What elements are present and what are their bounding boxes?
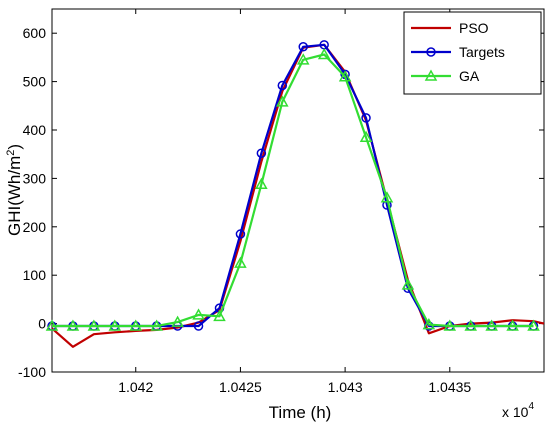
data-point-ga bbox=[464, 319, 477, 331]
axis-ticks bbox=[52, 9, 544, 373]
x-multiplier-base: x 10 bbox=[502, 404, 529, 420]
data-point-targets bbox=[193, 321, 204, 331]
x-tick-label: 1.0425 bbox=[219, 379, 262, 395]
data-point-ga bbox=[359, 130, 373, 143]
legend-entries: PSO Targets GA bbox=[411, 20, 505, 84]
y-tick-label: 400 bbox=[23, 122, 47, 138]
data-point-ga bbox=[213, 309, 226, 322]
data-point-ga bbox=[401, 278, 415, 290]
y-axis-label: GHI(Wh/m2) bbox=[5, 144, 24, 236]
y-axis-label-main: GHI(Wh/m bbox=[5, 156, 24, 236]
data-point-targets bbox=[361, 113, 371, 123]
legend-marker-targets bbox=[426, 47, 436, 57]
data-point-ga bbox=[87, 319, 101, 331]
data-point-ga bbox=[255, 177, 268, 189]
legend-label-targets: Targets bbox=[459, 44, 505, 60]
y-tick-label: 300 bbox=[23, 170, 47, 186]
data-point-ga bbox=[506, 319, 519, 331]
y-axis-label-superscript: 2 bbox=[5, 150, 17, 156]
y-axis-label-close: ) bbox=[5, 144, 24, 150]
data-point-ga bbox=[422, 318, 436, 330]
data-point-ga bbox=[296, 53, 310, 65]
data-point-ga bbox=[129, 319, 143, 331]
data-point-ga bbox=[276, 95, 289, 107]
x-tick-label: 1.043 bbox=[328, 379, 363, 395]
tick-labels: 1.042 1.0425 1.043 1.0435 -100 0 100 200 300 400 5… bbox=[18, 25, 471, 395]
series-group bbox=[45, 40, 545, 348]
data-point-ga bbox=[527, 319, 540, 331]
x-multiplier: x 104 bbox=[502, 401, 534, 420]
data-point-ga bbox=[150, 319, 163, 331]
y-tick-label: 100 bbox=[23, 267, 47, 283]
x-multiplier-exponent: 4 bbox=[528, 401, 534, 412]
data-point-ga bbox=[338, 70, 352, 82]
data-point-ga bbox=[317, 47, 331, 60]
data-point-targets bbox=[277, 80, 288, 91]
data-point-ga bbox=[485, 319, 498, 331]
data-point-ga bbox=[380, 191, 394, 203]
legend: PSO Targets GA bbox=[403, 11, 542, 95]
legend-marker-ga bbox=[424, 69, 438, 81]
legend-entry-targets: Targets bbox=[411, 44, 505, 60]
data-point-ga bbox=[45, 319, 59, 331]
data-point-targets bbox=[256, 148, 267, 158]
x-tick-label: 1.042 bbox=[118, 379, 153, 395]
legend-entry-ga: GA bbox=[411, 68, 480, 84]
x-axis-label: Time (h) bbox=[269, 403, 332, 422]
data-point-ga bbox=[443, 319, 457, 331]
data-point-targets bbox=[235, 229, 246, 239]
data-point-targets bbox=[298, 42, 308, 52]
y-tick-label: 200 bbox=[23, 219, 47, 235]
legend-entry-pso: PSO bbox=[411, 20, 489, 36]
y-tick-label: -100 bbox=[18, 364, 46, 380]
data-point-ga bbox=[192, 308, 205, 320]
legend-label-pso: PSO bbox=[459, 20, 489, 36]
y-tick-label: 600 bbox=[23, 25, 47, 41]
y-tick-label: 500 bbox=[23, 74, 47, 90]
data-point-ga bbox=[66, 319, 80, 331]
series-ga bbox=[45, 47, 540, 331]
data-point-ga bbox=[171, 315, 184, 327]
data-point-ga bbox=[108, 319, 122, 331]
y-tick-label: 0 bbox=[38, 316, 46, 332]
legend-label-ga: GA bbox=[459, 68, 480, 84]
x-tick-label: 1.0435 bbox=[428, 379, 471, 395]
data-point-ga bbox=[234, 256, 247, 268]
